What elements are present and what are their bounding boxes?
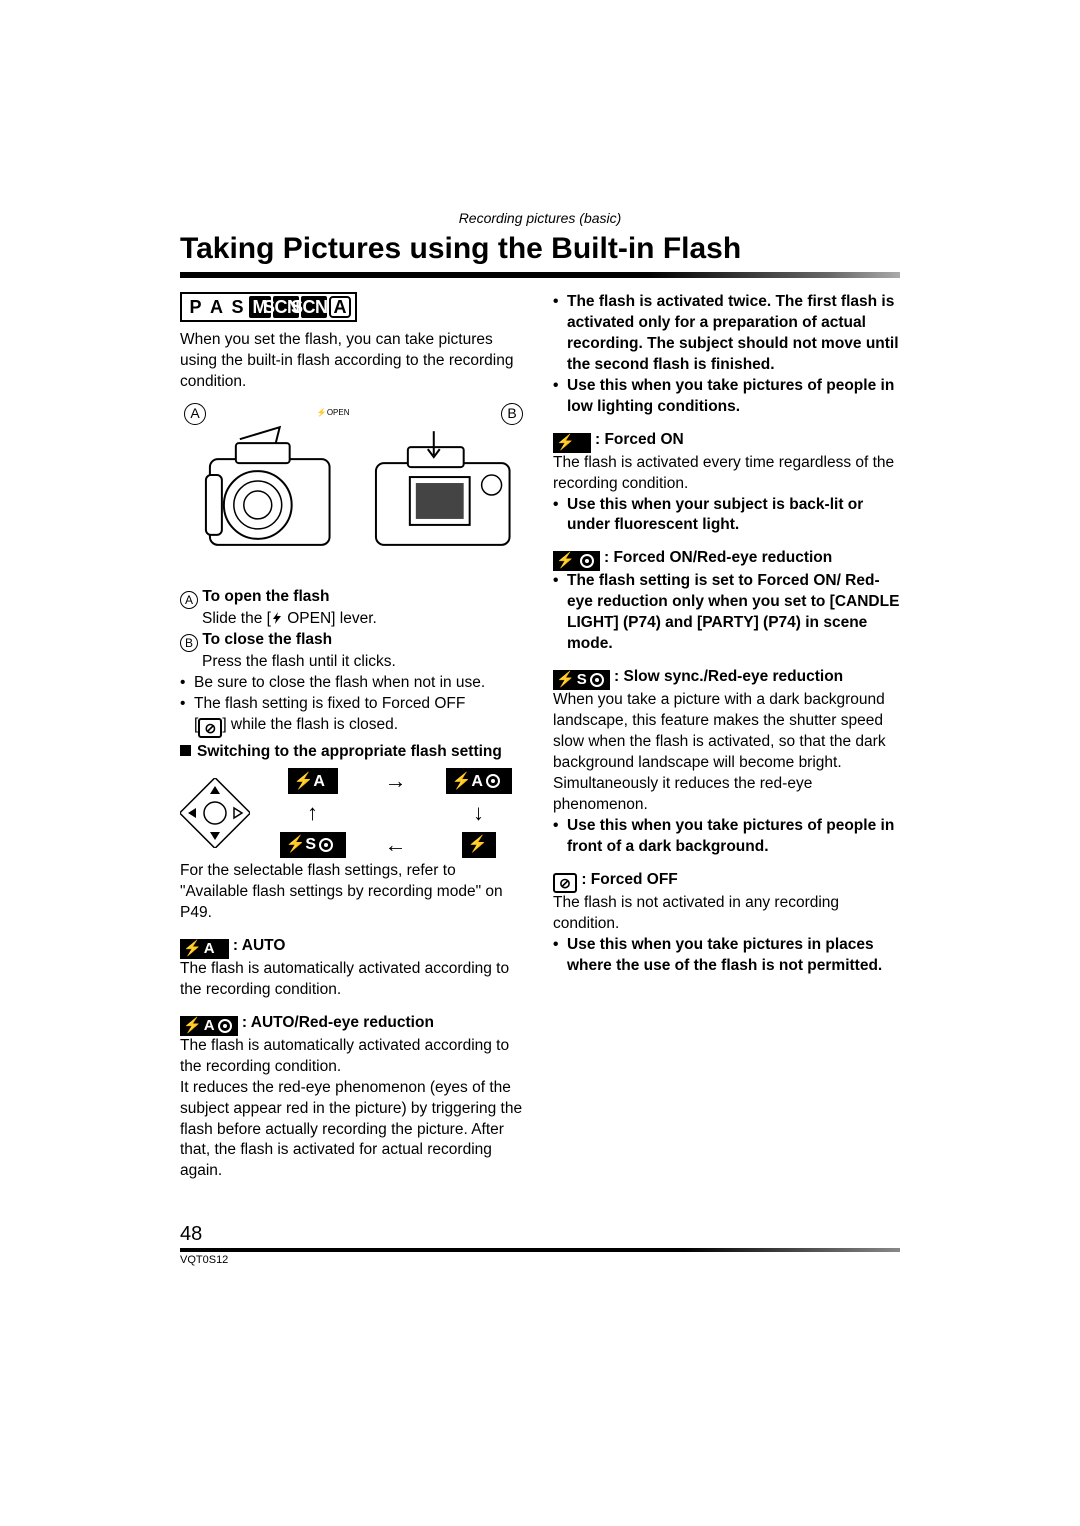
bullet-forced-off: •The flash setting is fixed to Forced OF… <box>180 694 527 738</box>
close-flash-line: B To close the flash <box>180 630 527 652</box>
open-flash-body: Slide the [ OPEN] lever. <box>180 609 527 630</box>
square-bullet-icon <box>180 745 191 756</box>
left-column: P A S M SCN1 SCN2 A When you set the fla… <box>180 292 527 1182</box>
title-rule <box>180 272 900 278</box>
bullet-close-when-not-in-use: •Be sure to close the flash when not in … <box>180 673 527 694</box>
nav-pad-icon <box>180 778 250 848</box>
auto-redeye-heading: ⚡A : AUTO/Red-eye reduction <box>180 1013 527 1036</box>
camera-back-illustration <box>358 425 528 565</box>
flash-cycle-diagram: ⚡A → ⚡A ↑ ↓ ⚡S ← ⚡ <box>180 769 527 857</box>
forced-on-redeye-heading: ⚡ : Forced ON/Red-eye reduction <box>553 548 900 571</box>
camera-diagram: A ⚡OPEN B <box>180 403 527 573</box>
diagram-label-a: A <box>184 403 206 425</box>
forced-off-flash-icon: ⊘ <box>553 873 577 893</box>
slow-sync-flash-icon: ⚡S <box>553 670 610 690</box>
bullet-low-light: •Use this when you take pictures of peop… <box>553 376 900 418</box>
bullet-backlit: •Use this when your subject is back-lit … <box>553 495 900 537</box>
auto-heading: ⚡A : AUTO <box>180 936 527 959</box>
bullet-dark-bg: •Use this when you take pictures of peop… <box>553 816 900 858</box>
arrow-right-icon: → <box>385 766 407 796</box>
slow-sync-heading: ⚡S : Slow sync./Red-eye reduction <box>553 667 900 690</box>
auto-redeye-flash-icon: ⚡A <box>180 1016 238 1036</box>
open-flash-line: A To open the flash <box>180 587 527 609</box>
cycle-auto-icon: ⚡A <box>288 768 338 794</box>
footer-rule <box>180 1248 900 1252</box>
bullet-candle-party: •The flash setting is set to Forced ON/ … <box>553 571 900 655</box>
doc-code: VQT0S12 <box>180 1254 900 1266</box>
arrow-down-icon: ↓ <box>473 798 484 828</box>
bullet-flash-twice: •The flash is activated twice. The first… <box>553 292 900 376</box>
content-columns: P A S M SCN1 SCN2 A When you set the fla… <box>180 292 900 1182</box>
bullet-not-permitted: •Use this when you take pictures in plac… <box>553 935 900 977</box>
switching-heading: Switching to the appropriate flash setti… <box>180 742 527 763</box>
mode-s: S <box>228 296 247 318</box>
diagram-label-b: B <box>501 403 523 425</box>
arrow-up-icon: ↑ <box>307 798 318 828</box>
mode-scn2: SCN2 <box>301 296 327 318</box>
auto-redeye-body: The flash is automatically activated acc… <box>180 1036 527 1182</box>
forced-on-heading: ⚡ : Forced ON <box>553 430 900 453</box>
intro-text: When you set the flash, you can take pic… <box>180 330 527 393</box>
after-cycle-text: For the selectable flash settings, refer… <box>180 861 527 924</box>
close-flash-body: Press the flash until it clicks. <box>180 652 527 673</box>
forced-off-heading: ⊘ : Forced OFF <box>553 870 900 893</box>
mode-auto: A <box>329 296 351 318</box>
forced-on-flash-icon: ⚡ <box>553 433 591 453</box>
page-title: Taking Pictures using the Built-in Flash <box>180 232 900 266</box>
cycle-slow-icon: ⚡S <box>280 832 346 858</box>
open-lever-caption: ⚡OPEN <box>317 403 350 425</box>
forced-off-body: The flash is not activated in any record… <box>553 893 900 935</box>
mode-dial-box: P A S M SCN1 SCN2 A <box>180 292 357 322</box>
bolt-icon <box>271 612 283 624</box>
right-column: •The flash is activated twice. The first… <box>553 292 900 1182</box>
auto-body: The flash is automatically activated acc… <box>180 959 527 1001</box>
forced-off-icon-inline: ⊘ <box>198 718 222 738</box>
manual-page: Recording pictures (basic) Taking Pictur… <box>0 0 1080 1526</box>
section-header: Recording pictures (basic) <box>180 210 900 226</box>
camera-front-illustration <box>180 425 350 565</box>
slow-sync-body: When you take a picture with a dark back… <box>553 690 900 816</box>
forced-on-redeye-flash-icon: ⚡ <box>553 551 600 571</box>
forced-on-body: The flash is activated every time regard… <box>553 453 900 495</box>
auto-flash-icon: ⚡A <box>180 939 229 959</box>
cycle-auto-eye-icon: ⚡A <box>446 768 512 794</box>
mode-a: A <box>207 296 226 318</box>
page-footer: 48 VQT0S12 <box>180 1223 900 1266</box>
arrow-left-icon: ← <box>385 830 407 860</box>
page-number: 48 <box>180 1223 900 1246</box>
cycle-forced-icon: ⚡ <box>462 832 496 858</box>
mode-p: P <box>186 296 205 318</box>
